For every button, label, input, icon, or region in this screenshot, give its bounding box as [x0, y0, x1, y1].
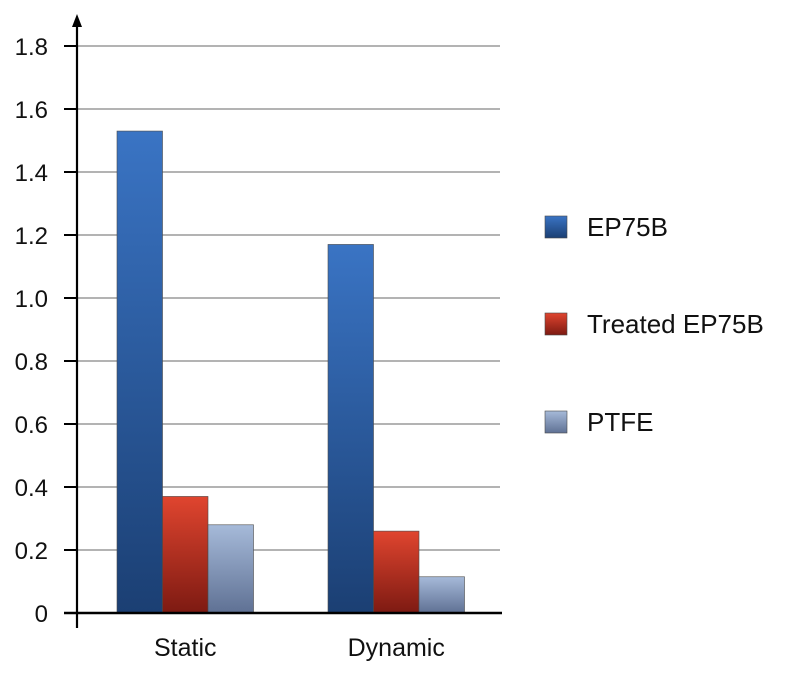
legend-swatch: [544, 312, 568, 336]
y-tick-label: 1.8: [15, 34, 48, 61]
bar-treated-ep75b-static: [162, 496, 209, 614]
bars: [116, 130, 465, 614]
y-tick-label: 0.6: [15, 412, 48, 439]
y-tick-label: 0.2: [15, 538, 48, 565]
x-category-label: Dynamic: [348, 634, 445, 662]
y-tick-label: 1.0: [15, 286, 48, 313]
y-axis-ticks: 0 0.2 0.4 0.6 0.8 1.0 1.2 1.4 1.6 1.8: [15, 34, 77, 628]
legend: EP75B Treated EP75B PTFE: [544, 212, 764, 437]
y-tick-label: 1.2: [15, 223, 48, 250]
legend-label: EP75B: [587, 212, 668, 242]
bar-ptfe-dynamic: [418, 576, 465, 614]
bar-treated-ep75b-dynamic: [373, 530, 420, 614]
bar-ep75b-static: [116, 130, 163, 614]
x-axis-categories: Static Dynamic: [154, 634, 445, 662]
bar-ptfe-static: [207, 524, 254, 614]
legend-swatch: [544, 410, 568, 434]
bar-ep75b-dynamic: [327, 244, 374, 614]
y-axis-arrow: [72, 14, 82, 27]
y-tick-label: 0: [35, 601, 48, 628]
x-category-label: Static: [154, 634, 217, 662]
legend-label: PTFE: [587, 407, 653, 437]
y-tick-label: 1.4: [15, 160, 48, 187]
legend-label: Treated EP75B: [587, 309, 764, 339]
y-tick-label: 0.8: [15, 349, 48, 376]
y-tick-label: 0.4: [15, 475, 48, 502]
axes: [64, 14, 502, 628]
legend-swatch: [544, 215, 568, 239]
y-tick-label: 1.6: [15, 97, 48, 124]
